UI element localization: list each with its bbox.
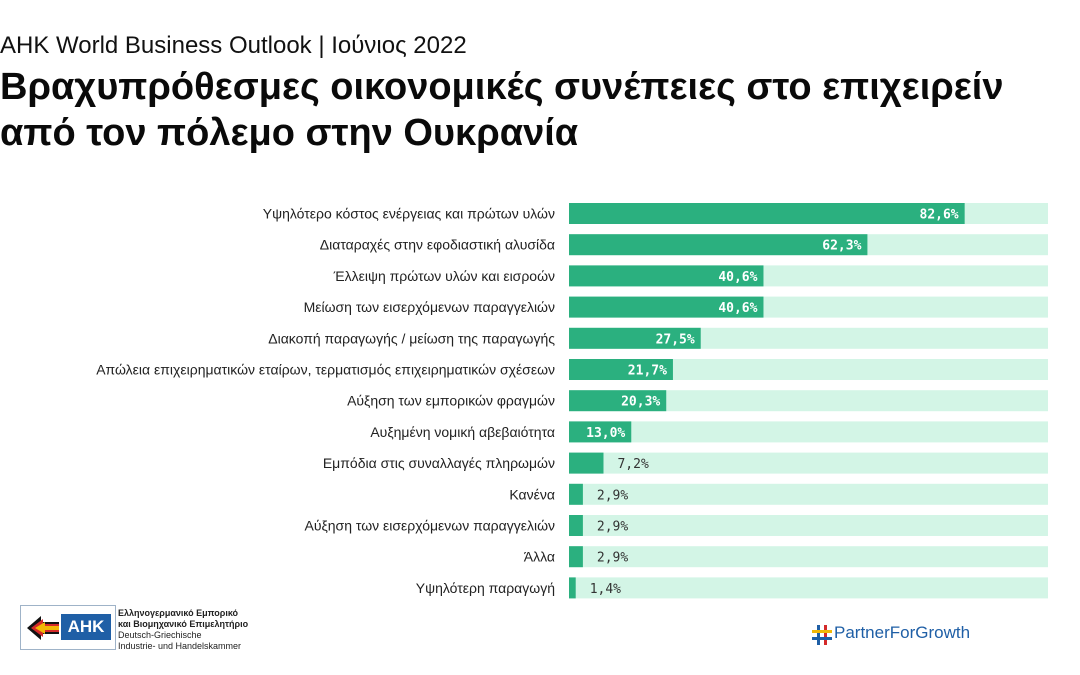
ahk-org-line: Industrie- und Handelskammer [118, 641, 242, 651]
ahk-org-name: Ελληνογερμανικό Εμπορικό και Βιομηχανικό… [118, 608, 248, 652]
bar-track [569, 546, 1048, 568]
category-label: Αύξηση των εμπορικών φραγμών [347, 393, 555, 409]
category-label: Διακοπή παραγωγής / μείωση της παραγωγής [268, 330, 555, 346]
category-label: Απώλεια επιχειρηματικών εταίρων, τερματι… [96, 362, 555, 378]
bar [569, 390, 667, 412]
category-label: Διαταραχές στην εφοδιαστική αλυσίδα [320, 237, 555, 253]
bar [569, 234, 868, 256]
category-label: Έλλειψη πρώτων υλών και εισροών [333, 268, 555, 284]
ahk-org-line: και Βιομηχανικό Επιμελητήριο [118, 619, 249, 629]
ahk-logo: AHK Ελληνογερμανικό Εμπορικό και Βιομηχα… [20, 605, 260, 655]
category-label: Εμπόδια στις συναλλαγές πληρωμών [323, 455, 555, 471]
bar [569, 296, 764, 318]
bar [569, 359, 673, 380]
category-label: Κανένα [509, 486, 555, 502]
chart-title: Βραχυπρόθεσμες οικονομικές συνέπειες στο… [0, 66, 1004, 154]
data-label: 40,6% [718, 270, 757, 285]
data-label: 1,4% [590, 582, 621, 597]
ahk-org-line: Ελληνογερμανικό Εμπορικό [118, 608, 239, 618]
report-subtitle: AHK World Business Outlook | Ιούνιος 202… [0, 32, 467, 59]
category-label: Άλλα [524, 549, 555, 565]
data-label: 13,0% [586, 426, 625, 441]
data-label: 2,9% [597, 551, 628, 566]
bar [569, 483, 583, 505]
data-label: 21,7% [628, 364, 667, 379]
category-label: Μείωση των εισερχόμενων παραγγελιών [304, 299, 555, 315]
data-label: 62,3% [822, 239, 861, 254]
category-label: Αυξημένη νομική αβεβαιότητα [370, 424, 555, 440]
bar [569, 515, 583, 536]
data-label: 82,6% [920, 208, 959, 223]
ahk-logo-box: AHK [20, 605, 116, 650]
bar [569, 327, 701, 349]
data-label: 20,3% [621, 395, 660, 410]
category-label: Υψηλότερη παραγωγή [416, 580, 555, 596]
data-label: 2,9% [597, 488, 628, 503]
category-label: Αύξηση των εισερχόμενων παραγγελιών [305, 518, 556, 534]
bar-track [569, 359, 1048, 380]
bar-track [569, 483, 1048, 505]
ahk-org-line: Deutsch-Griechische [118, 630, 202, 640]
flag-arrows-icon [27, 616, 59, 640]
bar-chart: Υψηλότερο κόστος ενέργειας και πρώτων υλ… [96, 203, 1048, 599]
bar [569, 421, 632, 443]
bar [569, 546, 583, 568]
bar [569, 203, 965, 224]
bar [569, 265, 764, 287]
bar-track [569, 421, 1048, 443]
category-label: Υψηλότερο κόστος ενέργειας και πρώτων υλ… [263, 206, 555, 222]
bar [569, 577, 576, 599]
partner-for-growth-text: PartnerForGrowth [834, 623, 971, 642]
bar [569, 452, 604, 474]
data-label: 27,5% [656, 332, 695, 347]
data-label: 2,9% [597, 520, 628, 535]
bar-track [569, 452, 1048, 474]
data-label: 7,2% [617, 457, 648, 472]
bar-track [569, 577, 1048, 599]
hash-logo-icon [812, 625, 832, 645]
ahk-logo-text: AHK [61, 614, 111, 640]
bar-track [569, 515, 1048, 536]
bar-track [569, 390, 1048, 412]
data-label: 40,6% [718, 301, 757, 316]
